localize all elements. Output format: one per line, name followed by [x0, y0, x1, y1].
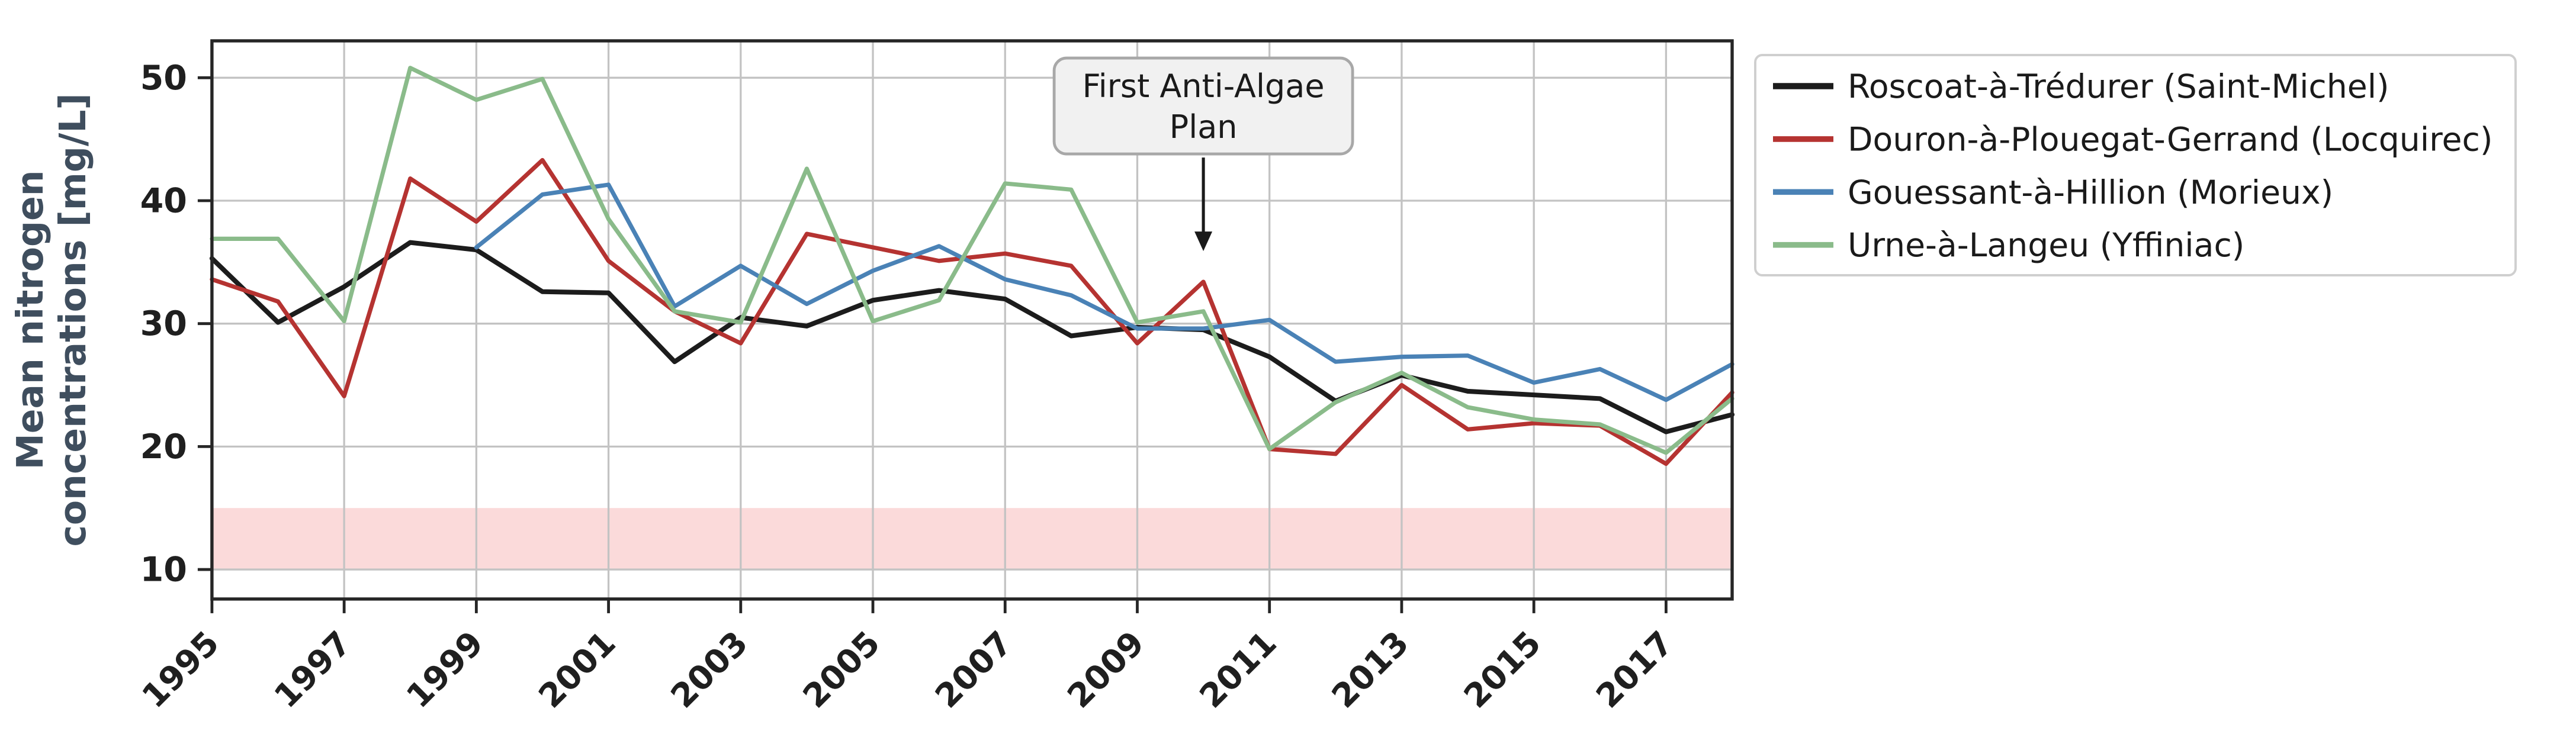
y-tick-label: 30 [140, 304, 187, 343]
x-tick-label: 2003 [664, 624, 756, 716]
threshold-band [211, 508, 1733, 570]
legend-label: Roscoat-à-Trédurer (Saint-Michel) [1848, 68, 2389, 106]
legend-box [1754, 54, 2517, 276]
x-tick-label: 1999 [399, 624, 491, 716]
x-tick-label: 2017 [1589, 624, 1681, 716]
x-tick-label: 2009 [1060, 624, 1152, 716]
legend-label: Gouessant-à-Hillion (Morieux) [1848, 174, 2333, 212]
x-tick-label: 2007 [928, 624, 1020, 716]
x-tick-label: 2015 [1457, 624, 1549, 716]
legend: Roscoat-à-Trédurer (Saint-Michel) Douron-… [1754, 54, 2517, 276]
x-tick-label: 1995 [135, 624, 227, 716]
y-tick-label: 10 [140, 551, 187, 590]
annotation-box [1052, 56, 1354, 156]
x-tick-label: 2013 [1325, 624, 1417, 716]
legend-label: Urne-à-Langeu (Yffiniac) [1848, 227, 2244, 265]
x-tick-label: 2001 [531, 624, 623, 716]
x-tick-label: 1997 [267, 624, 359, 716]
y-tick-label: 50 [140, 59, 187, 98]
y-tick-label: 20 [140, 427, 187, 466]
series-line-0 [209, 240, 1735, 435]
annotation-arrowhead [1194, 231, 1213, 252]
y-axis-label: Mean nitrogenconcentrations [mg/L] [9, 93, 94, 546]
x-tick-label: 2005 [796, 624, 888, 716]
x-axis: 1995 1997 1999 2001 2003 2005 2007 2009 2011 2013… [135, 598, 1681, 716]
series-line-1 [210, 157, 1735, 466]
annotation-text: Plan [1170, 108, 1238, 146]
legend-item: Urne-à-Langeu (Yffiniac) [1773, 227, 2244, 265]
x-tick-label: 2011 [1192, 624, 1284, 716]
y-tick-label: 40 [140, 181, 187, 220]
series-line-2 [474, 182, 1735, 403]
legend-label: Douron-à-Plouegat-Gerrand (Locquirec) [1848, 121, 2493, 159]
legend-item: Roscoat-à-Trédurer (Saint-Michel) [1773, 68, 2389, 106]
series-line-3 [210, 66, 1735, 455]
annotation-text: First Anti-Algae [1083, 67, 1325, 105]
legend-item: Gouessant-à-Hillion (Morieux) [1773, 174, 2333, 212]
y-axis: 10 20 30 40 50 [140, 59, 212, 590]
plot-border [210, 39, 1734, 601]
legend-item: Douron-à-Plouegat-Gerrand (Locquirec) [1773, 121, 2493, 159]
